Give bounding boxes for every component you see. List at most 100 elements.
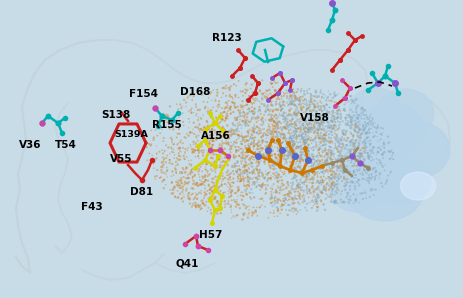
Point xyxy=(350,142,357,146)
Point xyxy=(321,140,328,145)
Point xyxy=(246,195,254,199)
Point xyxy=(227,85,234,89)
Point xyxy=(290,99,297,103)
Point xyxy=(276,154,283,159)
Point xyxy=(275,208,282,212)
Point xyxy=(328,98,335,103)
Point xyxy=(294,200,302,205)
Point xyxy=(303,201,311,206)
Point xyxy=(197,116,205,121)
Point xyxy=(291,150,298,155)
Point xyxy=(244,111,251,116)
Point xyxy=(356,200,363,205)
Point xyxy=(156,115,163,119)
Point xyxy=(259,134,267,138)
Point xyxy=(209,145,216,150)
Point xyxy=(276,142,283,147)
Point xyxy=(370,166,377,171)
Point xyxy=(214,204,221,209)
Point xyxy=(298,172,305,176)
Point xyxy=(315,164,323,169)
Point xyxy=(266,164,274,169)
Point xyxy=(346,114,353,119)
Point xyxy=(282,149,289,153)
Point xyxy=(323,111,331,116)
Point xyxy=(317,107,325,112)
Point xyxy=(296,126,303,131)
Point xyxy=(246,175,254,180)
Point xyxy=(288,131,295,136)
Point xyxy=(305,143,312,148)
Point xyxy=(342,121,350,126)
Point xyxy=(228,188,236,193)
Point xyxy=(231,102,238,106)
Point xyxy=(175,180,182,185)
Point xyxy=(347,122,355,127)
Point xyxy=(322,94,329,98)
Point xyxy=(336,166,343,171)
Point xyxy=(352,125,360,130)
Point xyxy=(300,198,308,203)
Point xyxy=(332,119,339,124)
Point xyxy=(230,142,237,147)
Point xyxy=(365,181,373,186)
Point xyxy=(334,182,341,187)
Point xyxy=(222,115,230,120)
Point xyxy=(207,113,214,118)
Point xyxy=(299,116,306,120)
Point xyxy=(292,187,299,191)
Point xyxy=(302,145,310,149)
Point xyxy=(342,187,349,192)
Point xyxy=(291,125,299,129)
Point xyxy=(353,96,360,101)
Point xyxy=(378,152,386,157)
Point xyxy=(233,118,241,123)
Point xyxy=(349,110,357,114)
Point xyxy=(254,175,261,180)
Point xyxy=(252,176,260,180)
Point xyxy=(285,128,293,133)
Point xyxy=(219,129,226,134)
Point xyxy=(226,175,234,179)
Point xyxy=(305,142,313,147)
Point xyxy=(294,113,301,118)
Point xyxy=(304,186,311,191)
Point xyxy=(273,174,280,179)
Point xyxy=(384,173,392,178)
Point xyxy=(195,146,203,151)
Point xyxy=(337,174,344,179)
Point xyxy=(192,203,199,207)
Point xyxy=(227,129,235,134)
Point xyxy=(331,199,338,204)
Point xyxy=(290,122,298,127)
Point xyxy=(221,205,228,210)
Point xyxy=(334,108,341,113)
Point xyxy=(292,156,300,161)
Point xyxy=(295,181,302,186)
Point xyxy=(327,141,334,146)
Point xyxy=(280,132,288,137)
Point xyxy=(276,126,283,131)
Point xyxy=(344,150,351,155)
Point xyxy=(363,124,370,129)
Point xyxy=(332,132,339,136)
Point xyxy=(300,182,308,187)
Point xyxy=(228,216,236,221)
Point xyxy=(356,128,363,133)
Point xyxy=(236,154,243,159)
Point xyxy=(196,182,204,187)
Point xyxy=(239,136,247,140)
Point xyxy=(291,111,299,116)
Point xyxy=(207,208,214,212)
Point xyxy=(287,181,294,185)
Point xyxy=(328,198,335,203)
Point xyxy=(290,111,298,115)
Point xyxy=(317,122,324,127)
Point xyxy=(301,194,308,198)
Point xyxy=(245,211,253,215)
Point xyxy=(295,111,303,115)
Point xyxy=(287,127,294,132)
Point xyxy=(231,103,238,108)
Point xyxy=(294,129,301,134)
Point xyxy=(259,146,267,151)
